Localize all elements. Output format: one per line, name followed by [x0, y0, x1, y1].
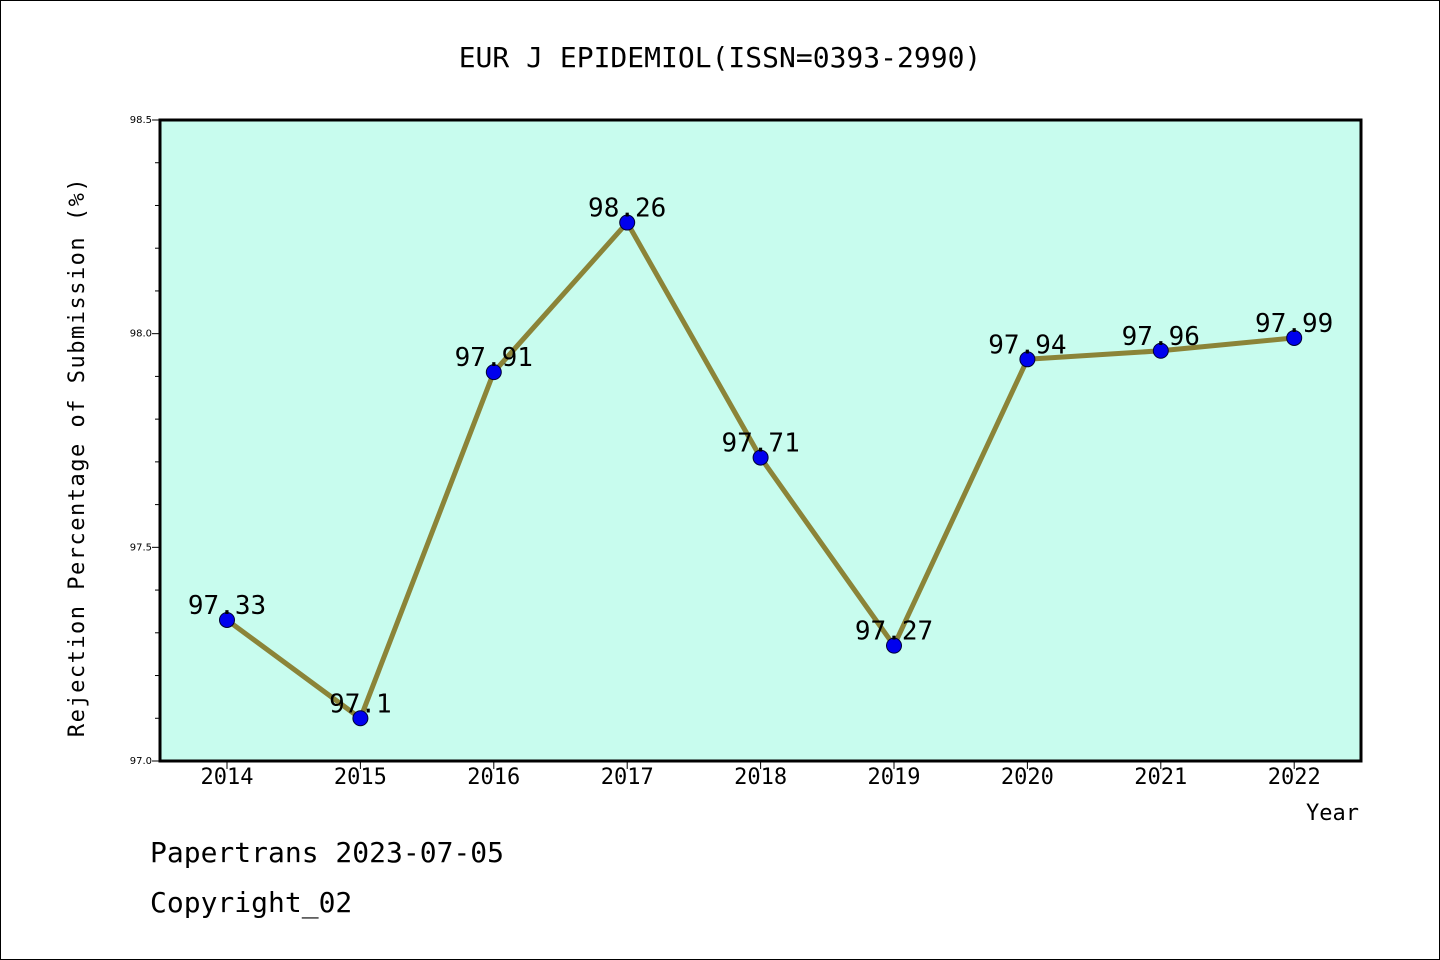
data-point: [752, 449, 769, 466]
x-axis-label: Year: [1306, 801, 1359, 826]
data-point: [619, 214, 636, 231]
data-label: 97.94: [988, 330, 1066, 360]
data-label: 97.91: [455, 343, 533, 373]
plot-frame: [158, 118, 1363, 763]
x-tick-label: 2017: [601, 765, 654, 790]
data-point: [352, 710, 369, 727]
y-axis-ticks: 97.0 97.5 98.0 98.5: [130, 115, 160, 767]
data-label: 97.71: [721, 429, 799, 459]
data-label: 97.1: [329, 689, 392, 719]
data-point: [886, 637, 902, 654]
y-tick-label: 98.0: [130, 329, 152, 340]
y-tick-label: 97.5: [130, 542, 152, 553]
series-layer: [219, 214, 1303, 727]
data-point: [219, 611, 235, 628]
data-point: [1019, 351, 1036, 368]
x-tick-label: 2015: [334, 765, 387, 790]
data-label: 97.99: [1255, 309, 1333, 339]
data-point: [485, 364, 502, 381]
y-tick-label: 98.5: [130, 115, 152, 126]
data-label: 98.26: [588, 194, 666, 224]
data-label: 97.27: [855, 617, 933, 647]
x-tick-label: 2016: [467, 765, 520, 790]
y-axis-label: Rejection Percentage of Submission (%): [65, 177, 90, 737]
x-axis-ticks: 2014 2015 2016 2017 2018 2019 2020 2021 2022: [201, 761, 1321, 790]
data-label: 97.96: [1122, 322, 1200, 352]
plot-area: [160, 120, 1361, 761]
data-point: [1286, 329, 1303, 346]
x-tick-label: 2021: [1134, 765, 1187, 790]
y-tick-label: 97.0: [130, 756, 152, 767]
x-tick-label: 2022: [1268, 765, 1321, 790]
footer-source-date: Papertrans 2023-07-05: [150, 836, 505, 869]
data-labels: 97.33 97.1 97.91 98.26 97.71 97.27 97.94 97.96 9…: [188, 194, 1333, 720]
data-point: [1152, 342, 1169, 359]
data-label: 97.33: [188, 591, 266, 621]
x-tick-label: 2019: [868, 765, 921, 790]
x-tick-label: 2020: [1001, 765, 1054, 790]
x-tick-label: 2018: [734, 765, 787, 790]
footer-copyright: Copyright_02: [150, 886, 353, 919]
chart-title: EUR J EPIDEMIOL(ISSN=0393-2990): [459, 41, 982, 74]
x-tick-label: 2014: [201, 765, 254, 790]
